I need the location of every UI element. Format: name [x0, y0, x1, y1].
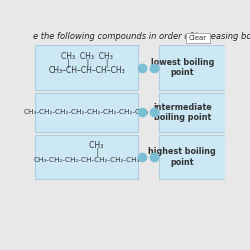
FancyBboxPatch shape [159, 46, 229, 90]
FancyBboxPatch shape [159, 135, 229, 180]
Text: Clear: Clear [189, 35, 207, 41]
Text: lowest boiling
point: lowest boiling point [151, 58, 214, 78]
FancyBboxPatch shape [35, 135, 138, 180]
Text: CH₃-CH₂-CH₂-CH-CH₂-CH₂-CH₃: CH₃-CH₂-CH₂-CH-CH₂-CH₂-CH₃ [34, 157, 140, 163]
Text: highest boiling
point: highest boiling point [148, 147, 216, 167]
Text: CH₃: CH₃ [82, 141, 104, 150]
Text: e the following compounds in order of increasing boiling points.: e the following compounds in order of in… [33, 32, 250, 40]
Text: |       |       |: | | | [65, 58, 108, 68]
Text: CH₃  CH₃  CH₃: CH₃ CH₃ CH₃ [61, 52, 112, 61]
Text: intermediate
boiling point: intermediate boiling point [153, 103, 212, 122]
FancyBboxPatch shape [186, 34, 210, 43]
Text: CH₃-CH₂-CH₂-CH₂-CH₂-CH₂-CH₂-CH₃: CH₃-CH₂-CH₂-CH₂-CH₂-CH₂-CH₂-CH₃ [24, 110, 149, 116]
FancyBboxPatch shape [35, 93, 138, 132]
Text: CH₃–CH–CH–CH–CH₃: CH₃–CH–CH–CH–CH₃ [48, 66, 125, 75]
FancyBboxPatch shape [159, 93, 229, 132]
FancyBboxPatch shape [35, 46, 138, 90]
Text: |: | [87, 148, 99, 157]
